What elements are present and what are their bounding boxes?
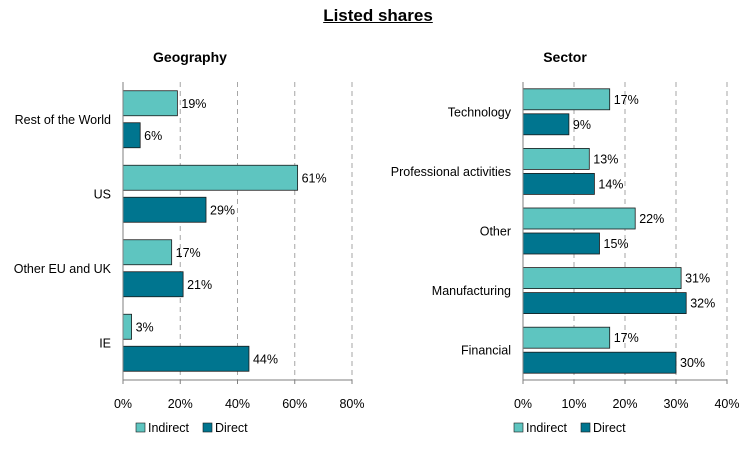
chart2-category-label: Financial xyxy=(461,344,511,358)
chart2-x-tick-label: 30% xyxy=(663,397,688,411)
chart2-title: Sector xyxy=(543,49,587,65)
chart2-category-label: Technology xyxy=(448,105,512,119)
chart2-bar-direct xyxy=(522,232,600,255)
chart2-legend-label-direct: Direct xyxy=(593,421,626,435)
chart1-bar-indirect xyxy=(122,90,178,117)
chart1-x-tick-label: 60% xyxy=(282,397,307,411)
chart2-value-label: 17% xyxy=(614,331,639,345)
chart2-legend-swatch-direct xyxy=(580,422,591,433)
chart2-category-label: Professional activities xyxy=(391,165,511,179)
chart2-x-tick-label: 0% xyxy=(514,397,532,411)
chart1-bar-direct xyxy=(122,196,207,223)
chart1-category-label: US xyxy=(94,187,111,201)
chart2-bar-indirect xyxy=(522,267,682,290)
chart1-value-label: 61% xyxy=(302,171,327,185)
chart1-bar-direct xyxy=(122,345,250,372)
chart1-bar-indirect xyxy=(122,239,173,266)
chart2-category-label: Other xyxy=(480,225,511,239)
chart1-value-label: 3% xyxy=(136,320,154,334)
chart2-x-tick-label: 10% xyxy=(561,397,586,411)
chart2-bar-direct xyxy=(522,172,595,195)
chart1-bar-indirect xyxy=(122,313,132,340)
chart1-legend-label-indirect: Indirect xyxy=(148,421,190,435)
chart2-bar-direct xyxy=(522,292,687,315)
chart2-bar-indirect xyxy=(522,147,590,170)
chart2-value-label: 31% xyxy=(685,272,710,286)
chart2-value-label: 13% xyxy=(593,152,618,166)
chart2-value-label: 9% xyxy=(573,118,591,132)
chart1-value-label: 19% xyxy=(181,97,206,111)
chart2-category-label: Manufacturing xyxy=(432,284,511,298)
chart2-bar-indirect xyxy=(522,326,611,349)
chart2-x-tick-label: 40% xyxy=(714,397,739,411)
chart1-value-label: 6% xyxy=(144,129,162,143)
chart2-value-label: 17% xyxy=(614,93,639,107)
chart1-title: Geography xyxy=(153,49,227,65)
chart1-x-tick-label: 0% xyxy=(114,397,132,411)
chart1-category-label: IE xyxy=(99,336,111,350)
chart2-bar-direct xyxy=(522,113,570,136)
chart1-value-label: 21% xyxy=(187,278,212,292)
chart2-legend-label-indirect: Indirect xyxy=(526,421,568,435)
chart2-legend-swatch-indirect xyxy=(513,422,524,433)
chart1-bar-direct xyxy=(122,122,141,149)
chart2-value-label: 15% xyxy=(604,237,629,251)
chart1-bar-direct xyxy=(122,271,184,298)
chart1-legend-label-direct: Direct xyxy=(215,421,248,435)
chart1-category-label: Rest of the World xyxy=(15,113,111,127)
chart1-x-tick-label: 20% xyxy=(168,397,193,411)
chart1-x-tick-label: 40% xyxy=(225,397,250,411)
chart2-value-label: 32% xyxy=(690,297,715,311)
chart2-x-tick-label: 20% xyxy=(612,397,637,411)
chart1-bar-indirect xyxy=(122,164,299,191)
chart2-value-label: 30% xyxy=(680,356,705,370)
chart1-x-tick-label: 80% xyxy=(339,397,364,411)
chart1-legend-swatch-indirect xyxy=(135,422,146,433)
chart1-value-label: 29% xyxy=(210,203,235,217)
chart2-value-label: 22% xyxy=(639,212,664,226)
chart2-bar-indirect xyxy=(522,88,611,111)
chart1-value-label: 44% xyxy=(253,352,278,366)
chart1-value-label: 17% xyxy=(176,246,201,260)
chart1-legend-swatch-direct xyxy=(202,422,213,433)
chart2-value-label: 14% xyxy=(598,177,623,191)
chart2-bar-direct xyxy=(522,351,677,374)
chart1-category-label: Other EU and UK xyxy=(14,262,112,276)
chart-main-title: Listed shares xyxy=(323,6,433,25)
chart2-bar-indirect xyxy=(522,207,636,230)
